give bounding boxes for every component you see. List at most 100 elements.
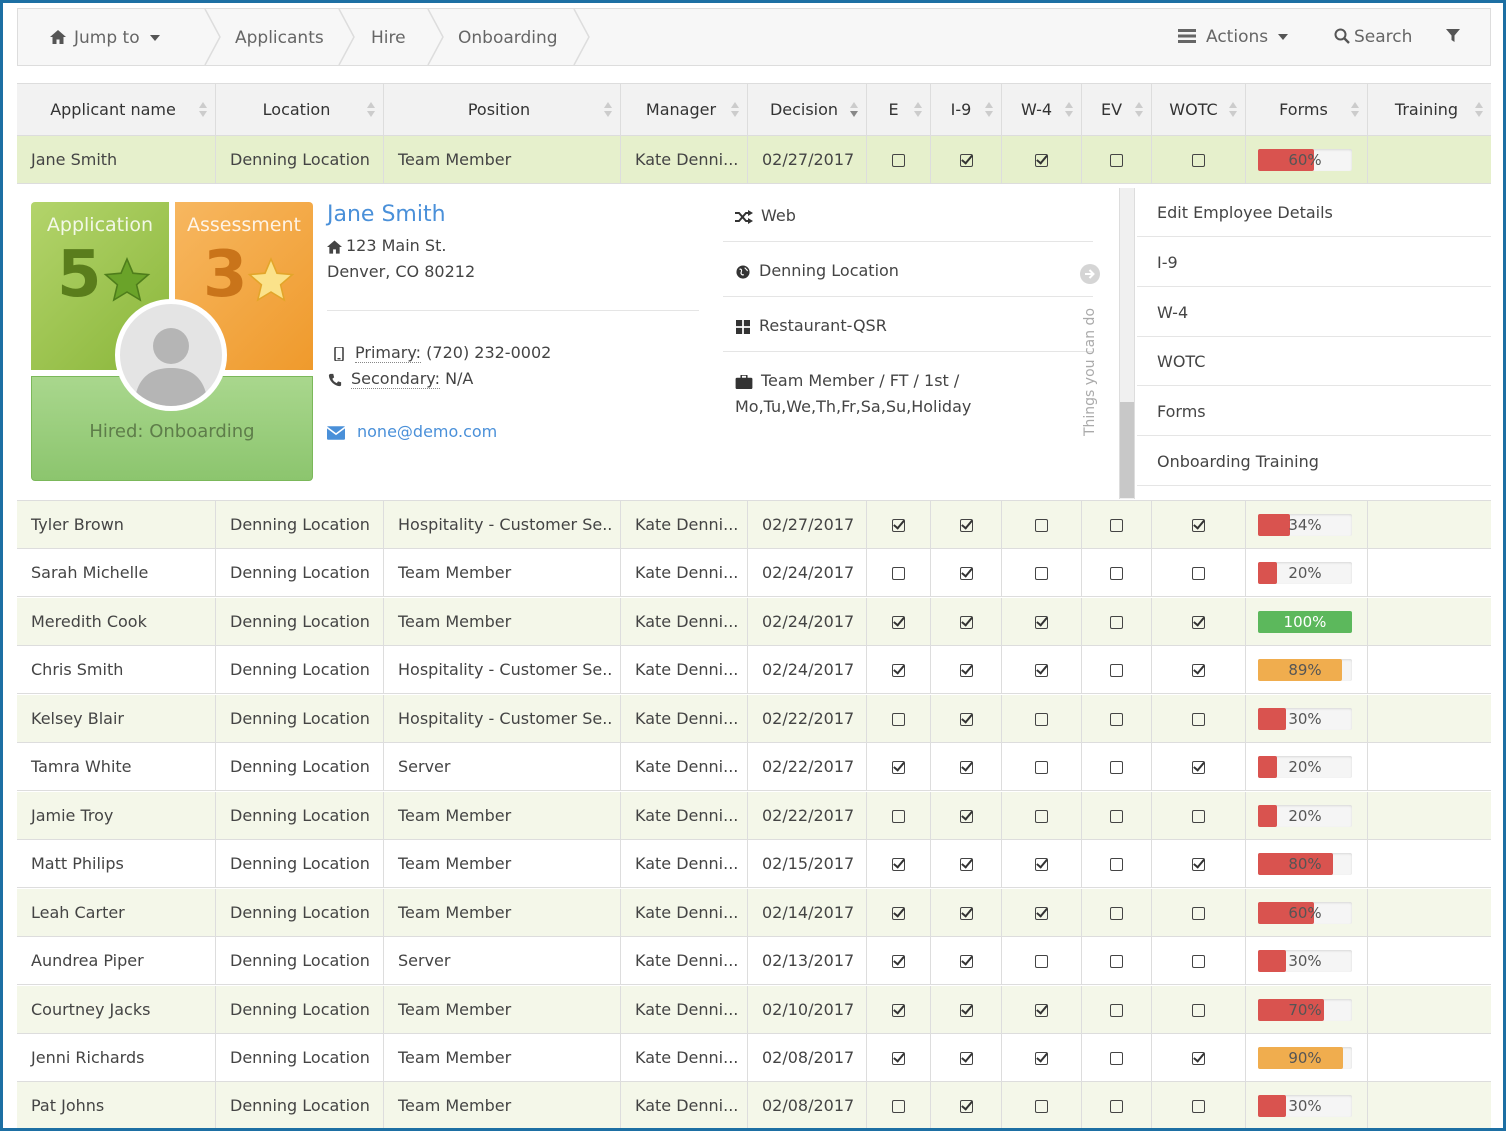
checkbox-unchecked[interactable] bbox=[1192, 1100, 1205, 1114]
actions-menu[interactable]: Actions bbox=[1178, 9, 1289, 65]
table-row[interactable]: Tamra White Denning Location Server Kate De… bbox=[17, 743, 1491, 792]
checkbox-checked[interactable] bbox=[892, 519, 905, 532]
arrow-circle-right-icon[interactable] bbox=[1080, 264, 1100, 284]
action-item-forms[interactable]: Forms bbox=[1137, 387, 1491, 437]
checkbox-unchecked[interactable] bbox=[1110, 567, 1123, 581]
sort-icon[interactable] bbox=[731, 102, 739, 118]
table-row[interactable]: Kelsey Blair Denning Location Hospitality … bbox=[17, 694, 1491, 743]
checkbox-checked[interactable] bbox=[892, 615, 905, 629]
sort-icon[interactable] bbox=[1351, 102, 1359, 118]
sort-icon[interactable] bbox=[1065, 102, 1073, 118]
breadcrumb-hire[interactable]: Hire bbox=[371, 28, 406, 48]
checkbox-unchecked[interactable] bbox=[1110, 1051, 1123, 1065]
checkbox-checked[interactable] bbox=[959, 1100, 973, 1114]
email-link[interactable]: none@demo.com bbox=[357, 422, 498, 441]
checkbox-checked[interactable] bbox=[1035, 154, 1048, 167]
checkbox-checked[interactable] bbox=[1035, 664, 1048, 678]
action-item-wotc[interactable]: WOTC bbox=[1137, 337, 1491, 387]
column-header-forms[interactable]: Forms bbox=[1246, 84, 1368, 135]
checkbox-unchecked[interactable] bbox=[892, 154, 905, 167]
checkbox-unchecked[interactable] bbox=[1035, 1100, 1048, 1114]
column-header-i-9[interactable]: I-9 bbox=[931, 84, 1002, 135]
sort-icon[interactable] bbox=[914, 102, 922, 118]
checkbox-checked[interactable] bbox=[959, 1003, 973, 1017]
checkbox-unchecked[interactable] bbox=[1110, 906, 1123, 920]
sort-icon[interactable] bbox=[985, 102, 993, 118]
checkbox-unchecked[interactable] bbox=[1035, 761, 1048, 775]
checkbox-checked[interactable] bbox=[959, 154, 973, 167]
scrollbar-thumb[interactable] bbox=[1120, 402, 1134, 498]
checkbox-checked[interactable] bbox=[959, 712, 973, 726]
checkbox-unchecked[interactable] bbox=[1035, 809, 1048, 823]
checkbox-unchecked[interactable] bbox=[1110, 1003, 1123, 1017]
action-item-onboarding-training[interactable]: Onboarding Training bbox=[1137, 437, 1491, 486]
checkbox-checked[interactable] bbox=[892, 858, 905, 872]
checkbox-unchecked[interactable] bbox=[1192, 567, 1205, 581]
checkbox-checked[interactable] bbox=[892, 761, 905, 775]
table-row[interactable]: Jenni Richards Denning Location Team Membe… bbox=[17, 1033, 1491, 1082]
checkbox-checked[interactable] bbox=[1192, 761, 1205, 775]
table-row[interactable]: Chris Smith Denning Location Hospitality -… bbox=[17, 646, 1491, 695]
column-header-position[interactable]: Position bbox=[384, 84, 621, 135]
table-row[interactable]: Leah Carter Denning Location Team Member Ka… bbox=[17, 888, 1491, 937]
checkbox-unchecked[interactable] bbox=[1110, 955, 1123, 969]
column-header-w-4[interactable]: W-4 bbox=[1002, 84, 1082, 135]
jump-to-menu[interactable]: Jump to bbox=[50, 9, 160, 65]
checkbox-checked[interactable] bbox=[1035, 858, 1048, 872]
sort-desc-icon[interactable] bbox=[850, 102, 858, 118]
checkbox-checked[interactable] bbox=[892, 1003, 905, 1017]
checkbox-checked[interactable] bbox=[1035, 615, 1048, 629]
sort-icon[interactable] bbox=[604, 102, 612, 118]
table-row[interactable]: Tyler Brown Denning Location Hospitality -… bbox=[17, 501, 1491, 549]
checkbox-unchecked[interactable] bbox=[1110, 1100, 1123, 1114]
checkbox-checked[interactable] bbox=[1035, 1051, 1048, 1065]
action-item-w-4[interactable]: W-4 bbox=[1137, 288, 1491, 337]
column-header-location[interactable]: Location bbox=[216, 84, 384, 135]
checkbox-checked[interactable] bbox=[892, 955, 905, 969]
table-row[interactable]: Jane Smith Denning Location Team Member Kat… bbox=[17, 136, 1491, 184]
checkbox-unchecked[interactable] bbox=[1192, 1003, 1205, 1017]
checkbox-checked[interactable] bbox=[959, 1051, 973, 1065]
checkbox-unchecked[interactable] bbox=[1035, 567, 1048, 581]
table-row[interactable]: Pat Johns Denning Location Team Member Kate… bbox=[17, 1082, 1491, 1128]
checkbox-unchecked[interactable] bbox=[892, 712, 905, 726]
checkbox-unchecked[interactable] bbox=[1192, 906, 1205, 920]
table-row[interactable]: Sarah Michelle Denning Location Team Membe… bbox=[17, 549, 1491, 598]
sort-icon[interactable] bbox=[367, 102, 375, 118]
checkbox-checked[interactable] bbox=[892, 1051, 905, 1065]
checkbox-unchecked[interactable] bbox=[892, 809, 905, 823]
checkbox-unchecked[interactable] bbox=[1110, 712, 1123, 726]
checkbox-checked[interactable] bbox=[1035, 906, 1048, 920]
checkbox-unchecked[interactable] bbox=[1110, 858, 1123, 872]
sort-icon[interactable] bbox=[1475, 102, 1483, 118]
checkbox-unchecked[interactable] bbox=[1110, 809, 1123, 823]
sort-icon[interactable] bbox=[1135, 102, 1143, 118]
checkbox-unchecked[interactable] bbox=[892, 1100, 905, 1114]
checkbox-checked[interactable] bbox=[1192, 1051, 1205, 1065]
column-header-e[interactable]: E bbox=[867, 84, 931, 135]
checkbox-checked[interactable] bbox=[892, 906, 905, 920]
actions-scrollbar[interactable] bbox=[1119, 188, 1135, 499]
checkbox-checked[interactable] bbox=[1192, 858, 1205, 872]
checkbox-checked[interactable] bbox=[959, 567, 973, 581]
applicant-name-link[interactable]: Jane Smith bbox=[327, 202, 446, 227]
checkbox-checked[interactable] bbox=[959, 615, 973, 629]
checkbox-unchecked[interactable] bbox=[1192, 712, 1205, 726]
sort-icon[interactable] bbox=[199, 102, 207, 118]
breadcrumb-applicants[interactable]: Applicants bbox=[235, 28, 324, 48]
column-header-manager[interactable]: Manager bbox=[621, 84, 748, 135]
checkbox-checked[interactable] bbox=[959, 761, 973, 775]
column-header-training[interactable]: Training bbox=[1368, 84, 1491, 135]
checkbox-checked[interactable] bbox=[959, 858, 973, 872]
checkbox-unchecked[interactable] bbox=[1035, 955, 1048, 969]
checkbox-unchecked[interactable] bbox=[1035, 519, 1048, 532]
checkbox-checked[interactable] bbox=[892, 664, 905, 678]
checkbox-unchecked[interactable] bbox=[1192, 809, 1205, 823]
checkbox-checked[interactable] bbox=[959, 955, 973, 969]
checkbox-unchecked[interactable] bbox=[1192, 955, 1205, 969]
column-header-applicant-name[interactable]: Applicant name bbox=[17, 84, 216, 135]
checkbox-unchecked[interactable] bbox=[1035, 712, 1048, 726]
breadcrumb-onboarding[interactable]: Onboarding bbox=[458, 28, 558, 48]
checkbox-checked[interactable] bbox=[1035, 1003, 1048, 1017]
sort-icon[interactable] bbox=[1229, 102, 1237, 118]
